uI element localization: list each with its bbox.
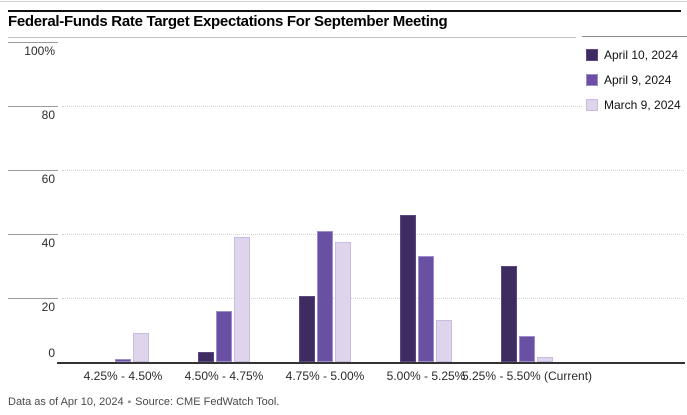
legend-label: March 9, 2024 bbox=[604, 97, 681, 112]
bar-april-9-2024 bbox=[519, 336, 535, 362]
title-top-border bbox=[8, 10, 681, 12]
y-tick-label: 100% bbox=[24, 44, 55, 58]
gridline bbox=[62, 234, 684, 235]
bar-march-9-2024 bbox=[335, 242, 351, 362]
x-category-label: 4.25% - 4.50% bbox=[83, 369, 163, 383]
bar-march-9-2024 bbox=[436, 320, 452, 362]
legend: April 10, 2024 April 9, 2024 March 9, 2024 bbox=[582, 36, 687, 117]
bar-march-9-2024 bbox=[537, 357, 553, 362]
title-underline bbox=[8, 37, 576, 38]
bar-april-9-2024 bbox=[216, 310, 232, 362]
bar-april-10-2024 bbox=[501, 266, 517, 362]
legend-label: April 9, 2024 bbox=[604, 72, 672, 87]
legend-item: April 9, 2024 bbox=[582, 67, 687, 92]
bar-april-9-2024 bbox=[418, 256, 434, 362]
bar-march-9-2024 bbox=[234, 237, 250, 362]
y-tick-label: 0 bbox=[48, 346, 55, 360]
y-axis-tick bbox=[8, 170, 58, 171]
y-axis-tick bbox=[8, 298, 58, 299]
bar-april-10-2024 bbox=[299, 296, 315, 362]
footnote-source: Source: CME FedWatch Tool. bbox=[135, 396, 280, 408]
y-tick-label: 60 bbox=[41, 172, 55, 186]
bar-march-9-2024 bbox=[133, 333, 149, 362]
bar-april-10-2024 bbox=[400, 214, 416, 362]
footnote: Data as of Apr 10, 2024 ▪ Source: CME FedW… bbox=[8, 396, 279, 408]
footnote-bullet-icon: ▪ bbox=[127, 397, 132, 408]
legend-swatch-icon bbox=[586, 48, 598, 61]
legend-swatch-icon bbox=[586, 73, 598, 86]
x-axis-line bbox=[57, 362, 685, 364]
x-category-label: 4.75% - 5.00% bbox=[285, 369, 365, 383]
gridline bbox=[62, 170, 684, 171]
y-axis-tick bbox=[8, 106, 58, 107]
bar-april-9-2024 bbox=[317, 230, 333, 362]
footnote-date: Data as of Apr 10, 2024 bbox=[8, 396, 124, 408]
legend-label: April 10, 2024 bbox=[604, 47, 679, 62]
y-tick-label: 40 bbox=[41, 236, 55, 250]
legend-swatch-icon bbox=[586, 98, 598, 111]
bar-april-9-2024 bbox=[115, 358, 131, 362]
y-tick-label: 80 bbox=[41, 108, 55, 122]
y-axis-tick bbox=[8, 42, 58, 43]
y-axis-tick bbox=[8, 234, 58, 235]
legend-item: March 9, 2024 bbox=[582, 92, 687, 117]
page-top-hairline bbox=[0, 1, 687, 2]
x-category-label: 4.50% - 4.75% bbox=[184, 369, 264, 383]
y-tick-label: 20 bbox=[41, 300, 55, 314]
gridline bbox=[62, 298, 684, 299]
x-category-label: 5.25% - 5.50% (Current) bbox=[461, 369, 593, 383]
chart-title: Federal-Funds Rate Target Expectations F… bbox=[8, 13, 448, 30]
bar-april-10-2024 bbox=[198, 352, 214, 362]
x-category-label: 5.00% - 5.25% bbox=[386, 369, 466, 383]
gridline bbox=[62, 106, 684, 107]
legend-item: April 10, 2024 bbox=[582, 42, 687, 67]
